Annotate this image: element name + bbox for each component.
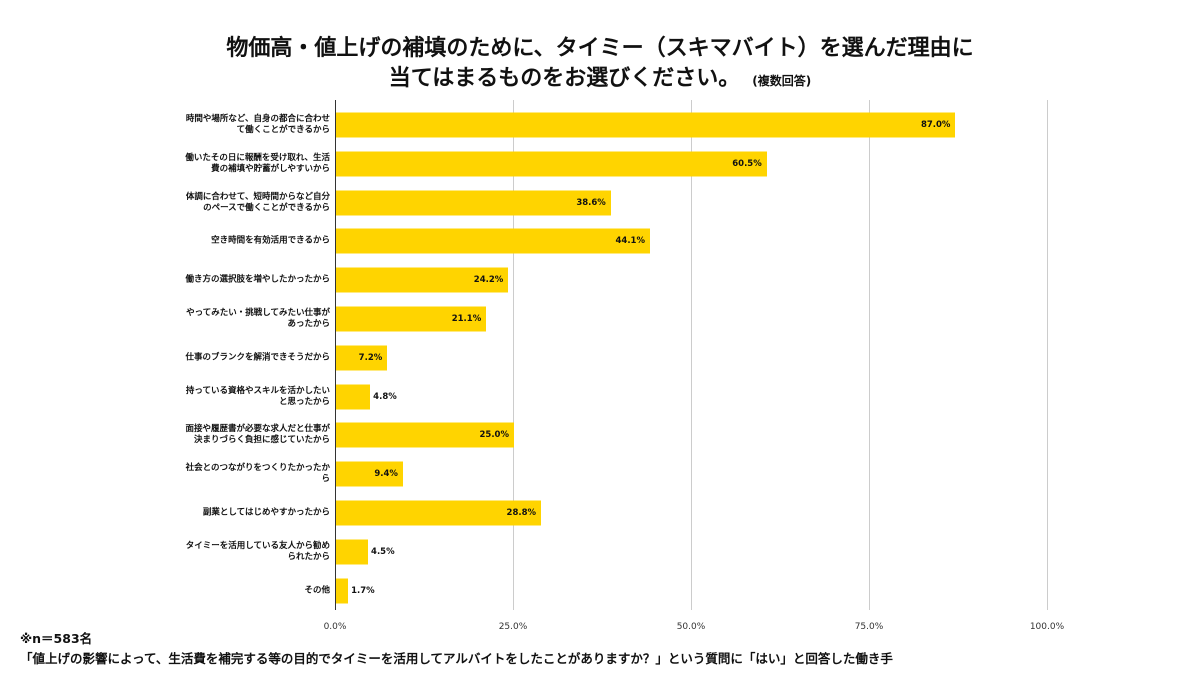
category-label: 時間や場所など、自身の都合に合わせ て働くことができるから: [185, 114, 330, 135]
value-label: 4.5%: [371, 546, 395, 557]
bar: [336, 190, 611, 216]
bar: [336, 500, 542, 526]
category-label: 面接や履歴書が必要な求人だと仕事が 決まりづらく負担に感じていたから: [185, 424, 330, 446]
category-label: 働いたその日に報酬を受け取れ、生活 費の補填や貯蓄がしやすいから: [185, 152, 330, 174]
category-label: 副業としてはじめやすかったから: [202, 507, 330, 518]
bar: [336, 461, 403, 487]
bar: [336, 306, 487, 332]
value-label: 44.1%: [615, 236, 645, 247]
x-tick-label: 100.0%: [1029, 622, 1065, 632]
bar: [336, 384, 371, 410]
x-tick-label: 25.0%: [498, 622, 528, 632]
category-label: 持っている資格やスキルを活かしたい と思ったから: [185, 385, 330, 407]
category-label: やってみたい・挑戦してみたい仕事が あったから: [186, 308, 330, 329]
bar: [336, 112, 956, 138]
bar: [336, 267, 509, 293]
value-label: 25.0%: [479, 430, 510, 441]
chart-title-line1: 物価高・値上げの補填のために、タイミー（スキマバイト）を選んだ理由に: [226, 36, 974, 61]
bar: [336, 422, 514, 448]
gridline: [1047, 100, 1048, 610]
value-label: 9.4%: [374, 469, 398, 480]
gridline: [869, 100, 870, 610]
bar: [336, 345, 388, 371]
value-label: 24.2%: [473, 275, 504, 286]
value-label: 7.2%: [358, 352, 383, 363]
category-label: 働き方の選択肢を増やしたかったから: [185, 274, 330, 285]
category-label: 空き時間を有効活用できるから: [211, 235, 330, 246]
gridline: [513, 100, 514, 610]
bar: [336, 578, 349, 604]
value-label: 21.1%: [451, 314, 482, 324]
value-label: 38.6%: [576, 197, 606, 208]
category-label: その他: [304, 585, 330, 596]
chart-title-text: 当てはまるものをお選びください。: [388, 66, 741, 91]
bar: [336, 539, 369, 565]
x-tick-label: 0.0%: [323, 622, 347, 632]
footer-n: ※n＝583名: [20, 631, 93, 646]
category-label: タイミーを活用している友人から勧め られたから: [185, 540, 330, 562]
bar: [336, 151, 767, 177]
category-label: 体調に合わせて、短時間からなど自分 のペースで働くことができるから: [185, 191, 330, 213]
x-tick-label: 50.0%: [676, 622, 706, 632]
value-label: 87.0%: [920, 120, 951, 130]
footer-note: 「値上げの影響によって、生活費を補完する等の目的でタイミーを活用してアルバイトを…: [20, 651, 893, 666]
chart-title-line2: 当てはまるものをお選びください。 (複数回答): [0, 60, 1200, 92]
category-label: 仕事のブランクを解消できそうだから: [185, 352, 330, 363]
value-label: 28.8%: [506, 508, 537, 518]
gridline: [691, 100, 692, 610]
value-label: 4.8%: [373, 391, 397, 402]
y-axis-line: [335, 100, 336, 610]
bar: [336, 228, 650, 254]
chart-title-note: (複数回答): [752, 74, 812, 88]
value-label: 60.5%: [732, 158, 762, 169]
category-label: 社会とのつながりをつくりたかったか ら: [185, 463, 330, 485]
x-tick-label: 75.0%: [854, 622, 884, 632]
value-label: 1.7%: [351, 585, 375, 596]
